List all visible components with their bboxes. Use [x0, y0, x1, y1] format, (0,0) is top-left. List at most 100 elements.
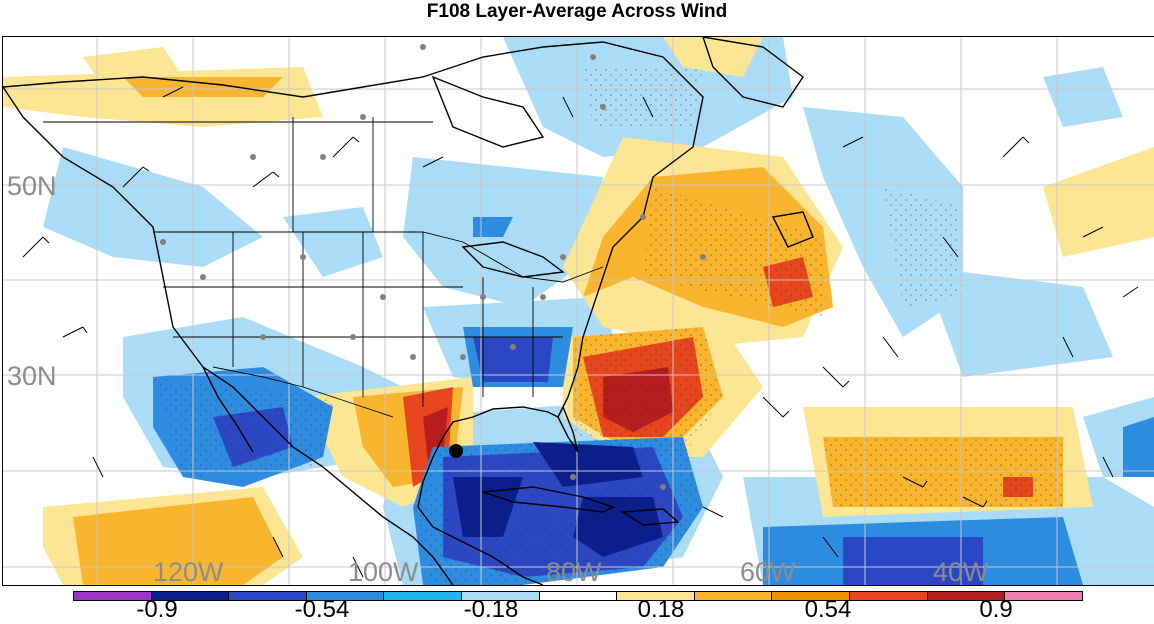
political-borders	[43, 117, 604, 418]
coastline-hudson	[431, 75, 545, 148]
fill-region	[1043, 147, 1154, 257]
station-dot	[590, 54, 596, 60]
colorbar-swatch	[926, 592, 1005, 600]
coastline-great-lakes	[461, 241, 565, 278]
colorbar-swatch	[538, 592, 617, 600]
wind-barb	[882, 336, 899, 358]
station-dot	[360, 114, 366, 120]
colorbar-swatch	[693, 592, 772, 600]
fill-region	[843, 537, 983, 585]
station-dot	[420, 44, 426, 50]
lon-label-100w: 100W	[348, 557, 419, 586]
wind-barb	[352, 556, 364, 578]
wind-barb	[702, 506, 724, 518]
lon-label-40w: 40W	[933, 557, 989, 586]
lon-label-120w: 120W	[153, 557, 224, 586]
station-dot	[480, 294, 486, 300]
colorbar-label: -0.18	[463, 596, 519, 623]
coastline-west	[3, 86, 454, 585]
wind-barb	[842, 136, 864, 148]
coastline-greenland	[702, 37, 804, 108]
colorbar-label: 0.9	[979, 596, 1013, 623]
colorbar-label: -0.54	[294, 596, 350, 623]
border-us-mexico	[212, 366, 394, 418]
coastline-hispaniola	[620, 508, 680, 526]
highlight-marker	[449, 444, 463, 458]
chart-title: F108 Layer-Average Across Wind	[426, 1, 728, 22]
wind-barb	[562, 96, 574, 118]
wind-barb	[92, 456, 104, 478]
colorbar-swatch	[150, 592, 229, 600]
colorbar-swatch	[616, 592, 694, 600]
wind-barb	[332, 136, 360, 158]
wind-barb	[122, 166, 150, 188]
wind-barb	[1002, 136, 1030, 158]
wind-barb	[22, 236, 50, 258]
stipple-region	[153, 377, 333, 477]
station-dot	[200, 274, 206, 280]
fill-region	[43, 147, 263, 267]
stipple-region	[573, 327, 723, 457]
station-dot	[460, 354, 466, 360]
wind-barb	[942, 236, 959, 258]
colorbar-label: 0.18	[637, 596, 685, 623]
wind-barb	[1122, 286, 1139, 298]
colorbar-swatch	[1004, 592, 1082, 600]
station-dot	[700, 254, 706, 260]
colorbar-swatch	[74, 592, 151, 600]
map-panel: 50N 30N 120W 100W 80W 60W 40W	[2, 36, 1154, 586]
wind-barb	[1082, 226, 1104, 238]
station-dot	[660, 484, 666, 490]
graticule	[3, 37, 1154, 585]
colorbar-swatch	[383, 592, 462, 600]
station-dot	[510, 344, 516, 350]
wind-barb	[962, 496, 988, 508]
station-dot	[160, 239, 166, 245]
wind-barb	[162, 86, 184, 98]
wind-barb	[272, 536, 284, 558]
stipple-region	[413, 437, 703, 585]
station-markers	[160, 44, 706, 490]
station-dot	[570, 474, 576, 480]
colorbar-swatch	[305, 592, 384, 600]
coastline-newfoundland	[771, 211, 814, 248]
significance-stipple	[153, 67, 1063, 585]
stipple-region	[643, 187, 823, 317]
fill-region	[1043, 67, 1123, 127]
coastlines	[3, 37, 814, 585]
station-dot	[540, 294, 546, 300]
coastline-baja	[202, 366, 254, 453]
wind-barb	[642, 96, 654, 118]
fill-region	[1123, 417, 1154, 477]
coastline-florida	[557, 406, 579, 453]
coastline-cuba	[482, 486, 615, 513]
wind-barb	[1062, 336, 1074, 358]
colorbar-swatch	[849, 592, 927, 600]
lat-label-30n: 30N	[7, 361, 57, 391]
lon-label-60w: 60W	[740, 557, 796, 586]
wind-barb	[422, 156, 444, 168]
station-dot	[410, 354, 416, 360]
station-dot	[380, 294, 386, 300]
wind-barb	[252, 171, 280, 188]
colorbar	[73, 591, 1083, 601]
lon-label-80w: 80W	[546, 557, 602, 586]
colorbar-swatch	[461, 592, 539, 600]
stipple-region	[883, 187, 963, 307]
fill-region	[73, 497, 283, 585]
station-dot	[350, 334, 356, 340]
wind-barbs	[22, 86, 1139, 578]
station-dot	[640, 214, 646, 220]
wind-barb	[762, 396, 790, 418]
lat-label-50n: 50N	[7, 171, 57, 201]
station-dot	[260, 334, 266, 340]
fill-region	[283, 207, 383, 277]
fill-region	[923, 267, 1113, 377]
fill-region	[123, 77, 283, 97]
wind-barb	[902, 476, 928, 488]
wind-barb	[1102, 456, 1114, 478]
fill-region	[473, 217, 513, 237]
stipple-region	[823, 437, 1063, 507]
coastline-north-america	[3, 41, 704, 585]
station-dot	[320, 154, 326, 160]
